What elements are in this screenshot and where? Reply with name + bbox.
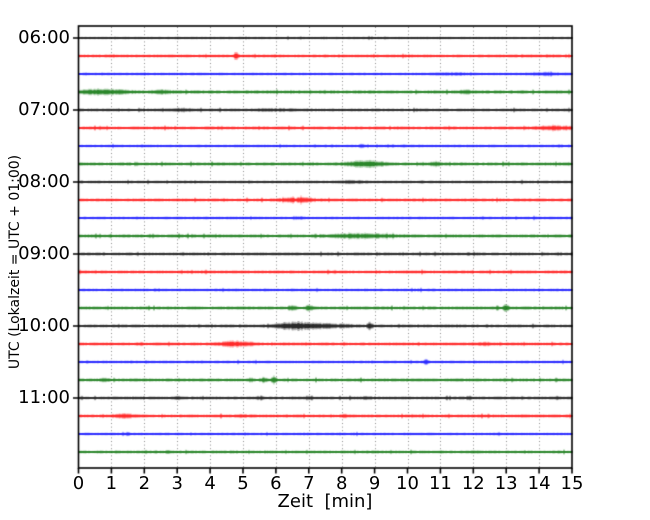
x-tick-label-14: 14 (527, 473, 551, 494)
x-tick-label-4: 4 (204, 473, 216, 494)
x-tick-label-6: 6 (270, 473, 282, 494)
x-tick-label-15: 15 (560, 473, 584, 494)
y-tick-label-0600: 06:00 (18, 27, 70, 48)
y-tick-label-0700: 07:00 (18, 99, 70, 120)
y-tick-label-0800: 08:00 (18, 171, 70, 192)
x-tick-label-8: 8 (335, 473, 348, 494)
x-tick-label-5: 5 (237, 473, 249, 494)
y-tick-label-1100: 11:00 (18, 387, 70, 408)
x-tick-label-12: 12 (461, 473, 485, 494)
y-tick-label-1000: 10:00 (18, 315, 70, 336)
x-tick-label-0: 0 (72, 473, 85, 494)
x-tick-label-3: 3 (171, 473, 183, 494)
x-tick-label-2: 2 (138, 473, 151, 494)
x-tick-label-13: 13 (494, 473, 518, 494)
x-tick-label-11: 11 (428, 473, 452, 494)
x-tick-label-10: 10 (396, 473, 419, 494)
y-tick-label-0900: 09:00 (18, 243, 70, 264)
x-axis-label: Zeit [min] (277, 491, 373, 512)
x-tick-label-7: 7 (303, 473, 315, 494)
x-tick-label-9: 9 (368, 473, 381, 494)
x-tick-label-1: 1 (105, 473, 118, 494)
